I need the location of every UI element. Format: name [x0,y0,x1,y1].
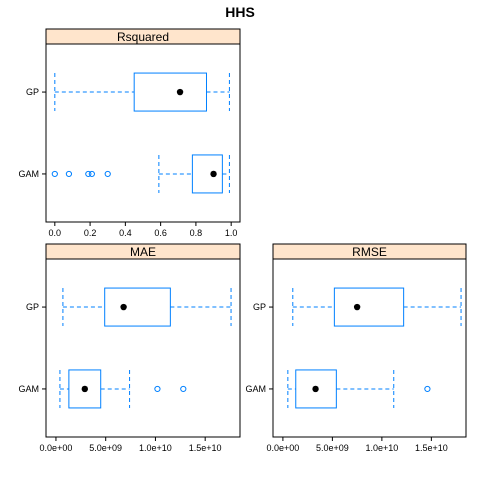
iqr-box [333,287,405,327]
median-point [210,170,217,178]
x-tick-label: 0.4 [119,228,132,238]
panel-border [45,43,241,223]
x-tick-label: 5.0e+09 [89,443,122,453]
category-label: GAM [18,169,39,179]
outlier-point [180,385,187,393]
panel-mae: MAE 0.0e+00 5.0e+09 1.0e+10 1.5e+10 GAM GP [18,243,241,453]
strip-label: Rsquared [117,30,169,44]
box-gam [59,369,187,409]
panel-border [45,258,241,438]
category-label: GP [253,302,266,312]
outlier-point [65,170,73,178]
outlier-point [104,170,111,178]
iqr-box [133,72,207,112]
x-tick-label: 0.6 [154,228,167,238]
x-tick-label: 5.0e+09 [316,443,349,453]
x-tick-label: 0.0e+00 [40,443,73,453]
median-point [81,385,89,393]
panels-group: Rsquared 0.0 0.2 0.4 0.6 0.8 1.0 GAM GP MAE 0.0e+0… [18,28,467,453]
iqr-box [68,369,102,409]
category-label: GAM [18,384,39,394]
box-gp [62,287,232,327]
outlier-point [51,170,58,178]
median-point [353,303,361,311]
outlier-point [85,170,92,178]
x-tick-label: 1.5e+10 [189,443,222,453]
median-point [120,303,127,311]
x-tick-label: 1.5e+10 [415,443,448,453]
iqr-box [191,154,223,194]
panel-rsquared: Rsquared 0.0 0.2 0.4 0.6 0.8 1.0 GAM GP [18,28,241,238]
outlier-point [154,385,161,393]
box-gam [287,369,431,409]
category-label: GP [26,87,39,97]
strip-label: RMSE [352,245,387,259]
iqr-box [104,287,171,327]
box-gp [292,287,462,327]
median-point [312,385,319,393]
box-gam [51,154,230,194]
x-tick-label: 1.0 [225,228,238,238]
x-tick-label: 0.0 [49,228,62,238]
x-tick-label: 1.0e+10 [365,443,398,453]
x-tick-label: 0.0e+00 [266,443,299,453]
strip-label: MAE [130,245,156,259]
outlier-point [88,170,95,178]
category-label: GAM [245,384,266,394]
x-tick-label: 0.8 [190,228,203,238]
chart-title: HHS [225,4,255,20]
x-tick-label: 1.0e+10 [139,443,172,453]
panel-rmse: RMSE 0.0e+00 5.0e+09 1.0e+10 1.5e+10 GAM GP [245,243,467,453]
x-tick-label: 0.2 [84,228,97,238]
category-label: GP [26,302,39,312]
outlier-point [424,385,431,393]
panel-border [272,258,467,438]
median-point [176,88,184,96]
box-gp [54,72,230,112]
